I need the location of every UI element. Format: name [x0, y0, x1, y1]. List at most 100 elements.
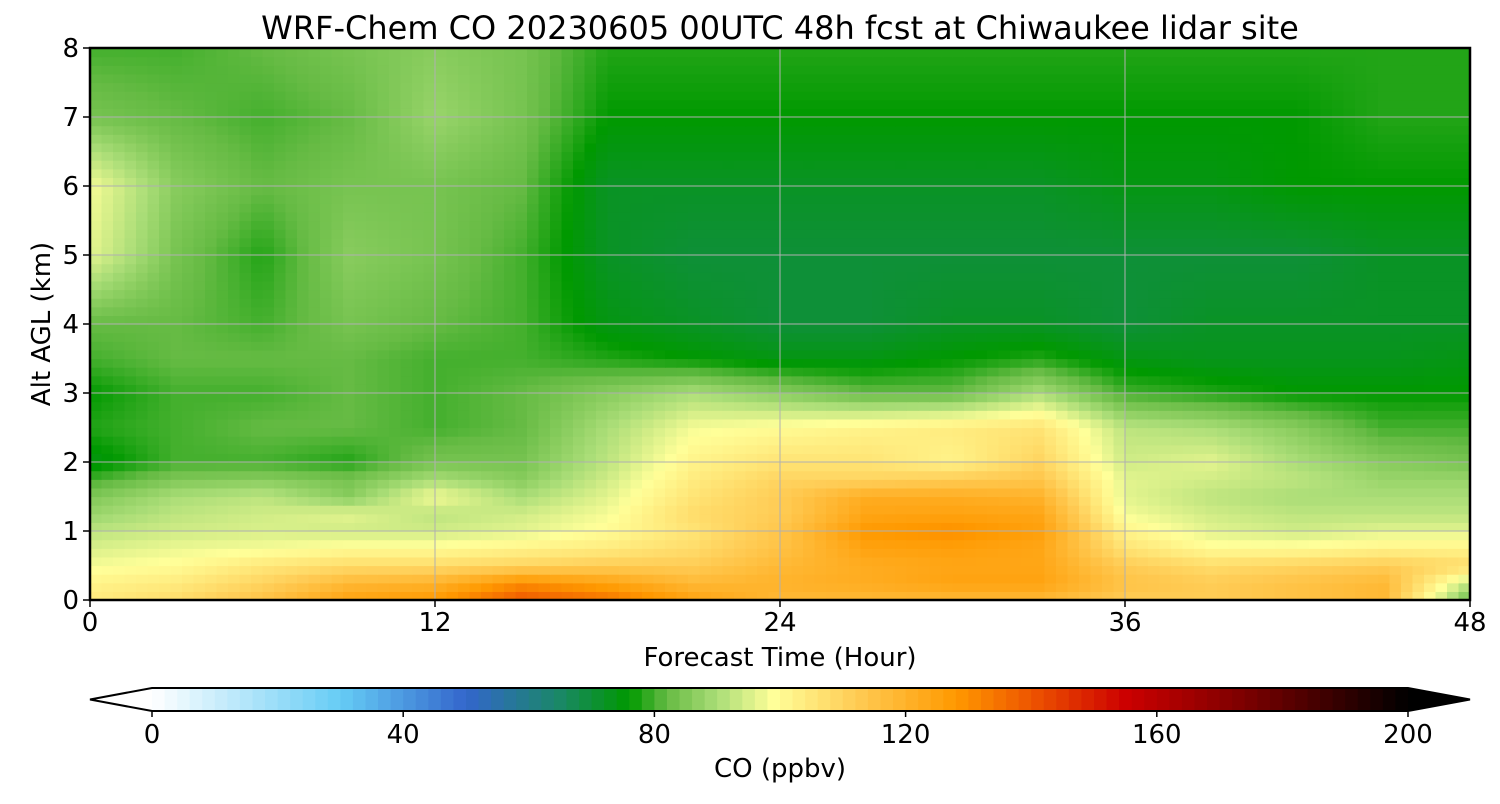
heatmap-cell	[446, 556, 459, 567]
heatmap-cell	[722, 289, 735, 299]
heatmap-cell	[1389, 505, 1402, 515]
heatmap-cell	[596, 315, 609, 325]
heatmap-cell	[987, 349, 1000, 360]
heatmap-cell	[918, 418, 931, 429]
heatmap-cell	[1228, 539, 1241, 549]
heatmap-cell	[1228, 298, 1241, 308]
heatmap-cell	[1332, 418, 1345, 429]
heatmap-cell	[412, 358, 425, 368]
heatmap-cell	[952, 367, 965, 377]
heatmap-cell	[469, 237, 482, 247]
heatmap-cell	[239, 427, 252, 437]
heatmap-cell	[676, 531, 689, 541]
heatmap-cell	[1067, 453, 1080, 463]
heatmap-cell	[1286, 384, 1299, 394]
heatmap-cell	[343, 306, 356, 316]
heatmap-cell	[1320, 418, 1333, 429]
heatmap-cell	[400, 522, 413, 532]
heatmap-cell	[814, 470, 827, 480]
heatmap-cell	[711, 375, 724, 385]
heatmap-cell	[837, 574, 850, 584]
heatmap-cell	[895, 393, 908, 403]
heatmap-cell	[492, 384, 505, 394]
heatmap-cell	[653, 531, 666, 541]
heatmap-cell	[780, 255, 793, 265]
heatmap-cell	[124, 263, 137, 273]
heatmap-cell	[607, 418, 620, 429]
heatmap-cell	[458, 255, 471, 265]
heatmap-cell	[561, 237, 574, 247]
heatmap-cell	[895, 436, 908, 446]
heatmap-cell	[964, 272, 977, 282]
heatmap-cell	[849, 289, 862, 299]
heatmap-cell	[377, 462, 390, 472]
heatmap-cell	[412, 522, 425, 532]
heatmap-cell	[952, 418, 965, 429]
heatmap-cell	[262, 479, 275, 489]
heatmap-cell	[1102, 384, 1115, 394]
heatmap-cell	[734, 315, 747, 325]
heatmap-cell	[1033, 280, 1046, 291]
heatmap-cell	[780, 349, 793, 360]
heatmap-cell	[1044, 574, 1057, 584]
heatmap-cell	[1171, 246, 1184, 256]
heatmap-cell	[423, 539, 436, 549]
heatmap-cell	[1010, 479, 1023, 489]
heatmap-cell	[1067, 255, 1080, 265]
heatmap-cell	[274, 280, 287, 291]
heatmap-cell	[308, 496, 321, 506]
heatmap-cell	[504, 289, 517, 299]
heatmap-cell	[538, 548, 551, 558]
heatmap-cell	[1194, 418, 1207, 429]
heatmap-cell	[101, 427, 114, 437]
heatmap-cell	[1182, 393, 1195, 403]
heatmap-cell	[504, 349, 517, 360]
heatmap-cell	[366, 539, 379, 549]
heatmap-cell	[964, 367, 977, 377]
heatmap-cell	[1079, 487, 1092, 498]
heatmap-cell	[239, 341, 252, 351]
heatmap-cell	[101, 375, 114, 385]
heatmap-cell	[1251, 531, 1264, 541]
heatmap-cell	[297, 237, 310, 247]
heatmap-cell	[780, 401, 793, 411]
heatmap-cell	[1389, 289, 1402, 299]
heatmap-cell	[1309, 263, 1322, 273]
heatmap-cell	[423, 289, 436, 299]
heatmap-cell	[159, 565, 172, 575]
heatmap-cell	[1056, 470, 1069, 480]
heatmap-cell	[1194, 384, 1207, 394]
heatmap-cell	[1297, 332, 1310, 342]
heatmap-cell	[1263, 375, 1276, 385]
heatmap-cell	[1217, 401, 1230, 411]
heatmap-cell	[1355, 367, 1368, 377]
heatmap-cell	[377, 358, 390, 368]
heatmap-cell	[803, 470, 816, 480]
heatmap-cell	[1148, 479, 1161, 489]
heatmap-cell	[1355, 436, 1368, 446]
heatmap-cell	[929, 298, 942, 308]
heatmap-cell	[653, 263, 666, 273]
heatmap-cell	[400, 574, 413, 584]
heatmap-cell	[1021, 341, 1034, 351]
heatmap-cell	[918, 522, 931, 532]
heatmap-cell	[101, 306, 114, 316]
heatmap-cell	[366, 513, 379, 523]
heatmap-cell	[596, 393, 609, 403]
heatmap-cell	[1079, 246, 1092, 256]
heatmap-cell	[1090, 496, 1103, 506]
heatmap-cell	[274, 375, 287, 385]
heatmap-cell	[170, 462, 183, 472]
heatmap-cell	[803, 358, 816, 368]
heatmap-cell	[124, 349, 137, 360]
heatmap-cell	[676, 255, 689, 265]
heatmap-cell	[320, 444, 333, 454]
heatmap-cell	[1378, 255, 1391, 265]
heatmap-cell	[354, 565, 367, 575]
heatmap-cell	[1171, 306, 1184, 316]
heatmap-cell	[274, 582, 287, 592]
heatmap-cell	[1332, 349, 1345, 360]
heatmap-cell	[274, 324, 287, 334]
heatmap-cell	[159, 591, 172, 600]
heatmap-cell	[1401, 496, 1414, 506]
